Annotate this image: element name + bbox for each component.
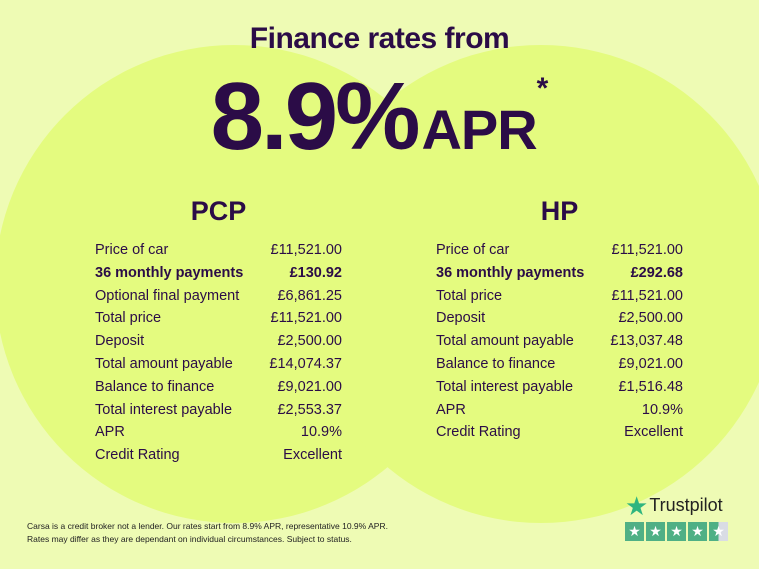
row-label: Total amount payable: [95, 355, 233, 372]
row-value: Excellent: [624, 424, 683, 441]
row-label: APR: [436, 401, 466, 418]
table-row: Total price £11,521.00: [436, 285, 683, 308]
row-value: £13,037.48: [610, 333, 683, 350]
table-row: Total amount payable £13,037.48: [436, 330, 683, 353]
row-label: Total price: [95, 310, 162, 327]
row-value: £11,521.00: [270, 310, 343, 327]
pcp-table: PCP Price of car £11,521.00 36 monthly pay…: [95, 196, 342, 467]
row-label: Total amount payable: [436, 333, 574, 350]
trustpilot-name: Trustpilot: [649, 495, 723, 515]
rating-star-icon: ★: [646, 522, 665, 541]
table-row: Price of car £11,521.00: [436, 239, 683, 262]
disclaimer-line: Rates may differ as they are dependant o…: [27, 534, 352, 544]
trustpilot-rating: ★ ★ ★ ★ ★: [625, 522, 728, 541]
row-label: APR: [95, 424, 125, 441]
table-row: APR 10.9%: [436, 399, 683, 422]
hp-title: HP: [540, 196, 579, 226]
row-value: Excellent: [283, 447, 342, 464]
row-value: £2,500.00: [618, 310, 683, 327]
rating-star-icon: ★: [688, 522, 707, 541]
row-label: Price of car: [436, 242, 510, 258]
asterisk: *: [536, 72, 549, 105]
pcp-title: PCP: [190, 196, 247, 226]
row-value: £9,021.00: [277, 378, 342, 395]
table-row: 36 monthly payments £292.68: [436, 262, 683, 285]
table-row: Credit Rating Excellent: [436, 421, 683, 444]
row-value: £1,516.48: [618, 378, 683, 395]
table-row: Optional final payment £6,861.25: [95, 285, 342, 308]
row-value: £14,074.37: [269, 355, 342, 372]
row-label: 36 monthly payments: [436, 264, 585, 281]
row-label: Optional final payment: [95, 287, 240, 304]
apr-label: APR: [421, 98, 537, 161]
row-value: £292.68: [630, 264, 683, 281]
row-label: Credit Rating: [95, 447, 180, 464]
row-value: 10.9%: [641, 401, 683, 418]
row-label: Total interest payable: [436, 378, 574, 395]
row-value: £2,553.37: [277, 401, 342, 418]
trustpilot-star-icon: ★: [625, 490, 649, 521]
row-label: Price of car: [95, 242, 169, 258]
hp-table: HP Price of car £11,521.00 36 monthly paym…: [436, 196, 683, 444]
row-label: Deposit: [436, 310, 486, 327]
row-value: £11,521.00: [270, 242, 343, 258]
table-row: Total interest payable £1,516.48: [436, 376, 683, 399]
row-value: £6,861.25: [277, 287, 342, 304]
row-value: £11,521.00: [611, 242, 684, 258]
table-row: Total price £11,521.00: [95, 307, 342, 330]
row-label: Total price: [436, 287, 503, 304]
row-label: 36 monthly payments: [95, 264, 244, 281]
table-row: Deposit £2,500.00: [95, 330, 342, 353]
table-row: APR 10.9%: [95, 421, 342, 444]
table-row: Deposit £2,500.00: [436, 307, 683, 330]
rating-star-icon: ★: [625, 522, 644, 541]
trustpilot-badge[interactable]: ★ Trustpilot ★ ★ ★ ★ ★: [625, 490, 728, 541]
background-circle-right: [302, 45, 759, 523]
disclaimer-line: Carsa is a credit broker not a lender. O…: [27, 521, 388, 531]
rating-star-icon: ★: [709, 522, 728, 541]
row-label: Balance to finance: [95, 378, 215, 395]
headline-rate: 8.9%APR*: [0, 62, 759, 172]
rate-value: 8.9%: [210, 63, 421, 170]
row-value: £2,500.00: [277, 333, 342, 350]
table-row: Balance to finance £9,021.00: [95, 376, 342, 399]
table-row: 36 monthly payments £130.92: [95, 262, 342, 285]
rating-star-icon: ★: [667, 522, 686, 541]
table-row: Total interest payable £2,553.37: [95, 399, 342, 422]
table-row: Credit Rating Excellent: [95, 444, 342, 467]
row-label: Deposit: [95, 333, 145, 350]
row-label: Balance to finance: [436, 355, 556, 372]
table-row: Balance to finance £9,021.00: [436, 353, 683, 376]
row-value: £9,021.00: [618, 355, 683, 372]
headline-intro: Finance rates from: [249, 22, 510, 55]
row-value: £130.92: [289, 264, 342, 281]
disclaimer: Carsa is a credit broker not a lender. O…: [27, 520, 388, 546]
table-row: Total amount payable £14,074.37: [95, 353, 342, 376]
row-label: Total interest payable: [95, 401, 233, 418]
row-value: 10.9%: [300, 424, 342, 441]
table-row: Price of car £11,521.00: [95, 239, 342, 262]
row-value: £11,521.00: [611, 287, 684, 304]
row-label: Credit Rating: [436, 424, 521, 441]
